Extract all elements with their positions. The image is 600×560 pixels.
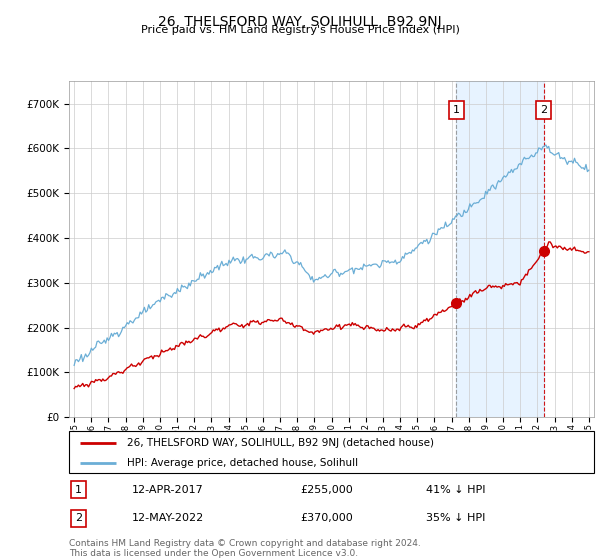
Text: 1: 1: [75, 485, 82, 495]
Text: £255,000: £255,000: [300, 485, 353, 495]
Text: 26, THELSFORD WAY, SOLIHULL, B92 9NJ (detached house): 26, THELSFORD WAY, SOLIHULL, B92 9NJ (de…: [127, 438, 434, 448]
Text: 41% ↓ HPI: 41% ↓ HPI: [426, 485, 485, 495]
Text: 26, THELSFORD WAY, SOLIHULL, B92 9NJ: 26, THELSFORD WAY, SOLIHULL, B92 9NJ: [158, 15, 442, 29]
Text: 12-APR-2017: 12-APR-2017: [132, 485, 204, 495]
Text: HPI: Average price, detached house, Solihull: HPI: Average price, detached house, Soli…: [127, 458, 358, 468]
Text: £370,000: £370,000: [300, 513, 353, 523]
Text: Price paid vs. HM Land Registry's House Price Index (HPI): Price paid vs. HM Land Registry's House …: [140, 25, 460, 35]
Text: 1: 1: [453, 105, 460, 115]
Text: 2: 2: [75, 513, 82, 523]
FancyBboxPatch shape: [69, 431, 594, 473]
Text: Contains HM Land Registry data © Crown copyright and database right 2024.
This d: Contains HM Land Registry data © Crown c…: [69, 539, 421, 558]
Text: 12-MAY-2022: 12-MAY-2022: [132, 513, 204, 523]
Text: 35% ↓ HPI: 35% ↓ HPI: [426, 513, 485, 523]
Bar: [457, 81, 544, 417]
Text: 2: 2: [540, 105, 547, 115]
